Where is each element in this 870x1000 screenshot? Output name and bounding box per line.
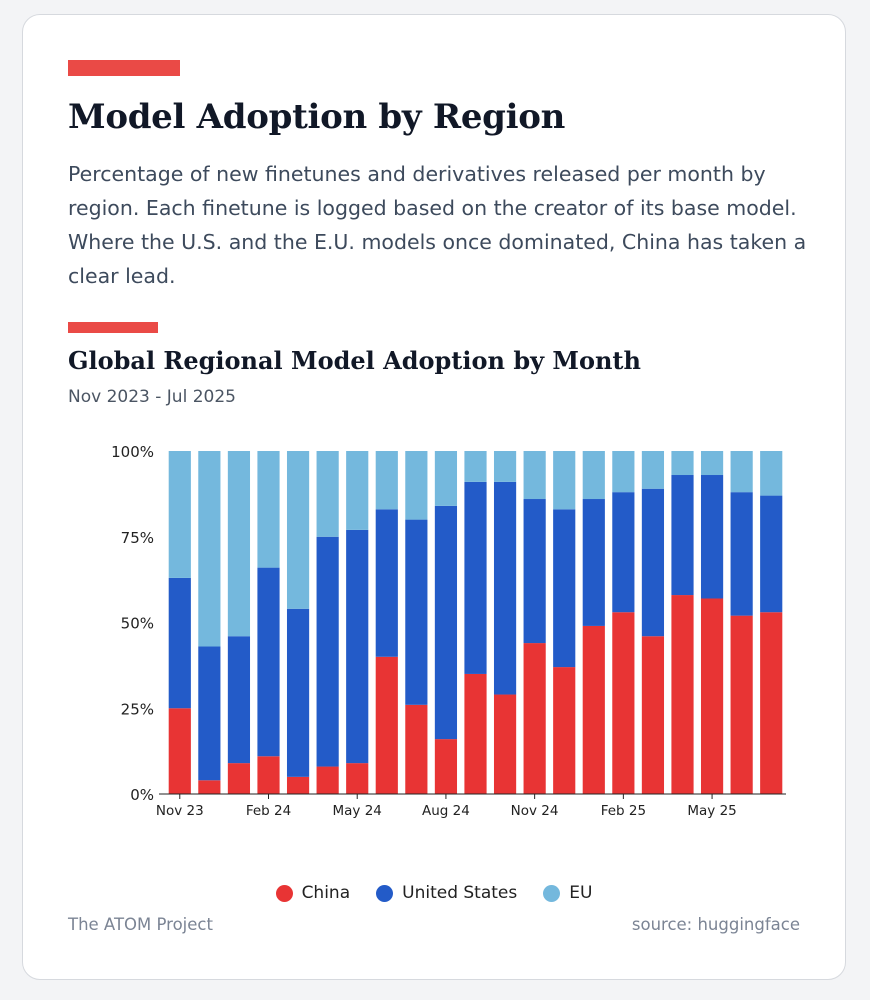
chart-accent-bar (68, 322, 158, 333)
legend-swatch-eu (543, 884, 561, 902)
page-title: Model Adoption by Region (68, 97, 566, 137)
legend-label-eu: EU (569, 883, 593, 903)
chart-card: Model Adoption by Region Percentage of n… (22, 14, 846, 980)
legend-item-united-states[interactable]: United States (376, 883, 517, 903)
chart-title: Global Regional Model Adoption by Month (68, 346, 641, 375)
footer-credit: The ATOM Project (68, 915, 213, 934)
chart-subtitle: Nov 2023 - Jul 2025 (68, 387, 236, 407)
legend-swatch-china (275, 884, 293, 902)
legend-item-china[interactable]: China (275, 883, 351, 903)
legend-label-china: China (301, 883, 351, 903)
legend-label-united-states: United States (402, 883, 518, 903)
legend-swatch-united-states (376, 884, 394, 902)
chart-legend: China United States EU (23, 883, 845, 903)
page-description: Percentage of new finetunes and derivati… (68, 162, 807, 288)
legend-item-eu[interactable]: EU (543, 883, 592, 903)
footer-source: source: huggingface (631, 915, 800, 934)
title-accent-bar (68, 60, 180, 76)
